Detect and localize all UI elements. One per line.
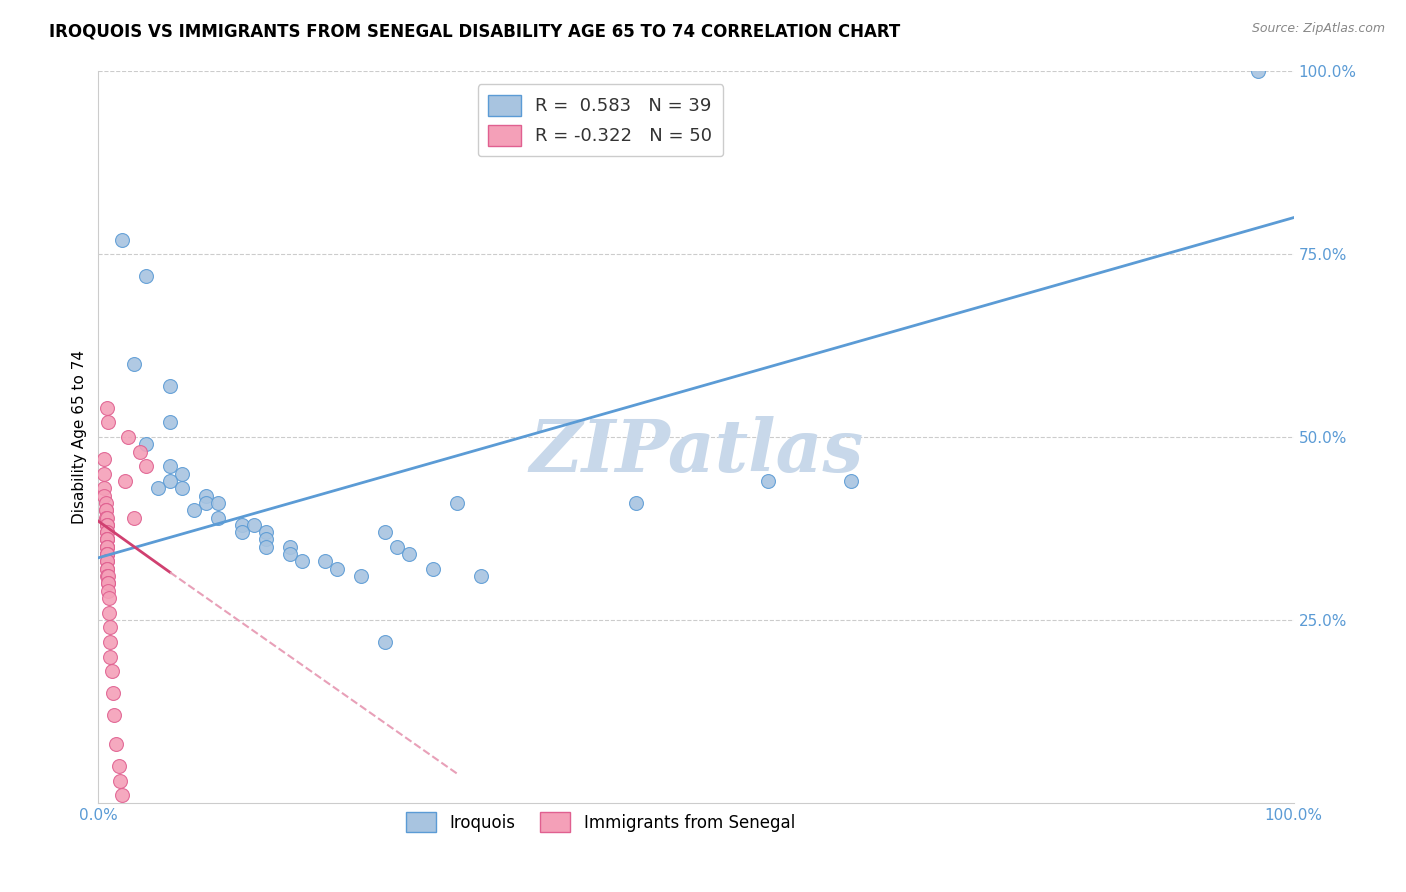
Point: [96, 547, 118, 561]
Point: [117, 430, 139, 444]
Point: [231, 525, 253, 540]
Point: [1247, 64, 1270, 78]
Point: [422, 562, 444, 576]
Point: [96, 517, 118, 532]
Point: [398, 547, 420, 561]
Point: [278, 547, 301, 561]
Point: [326, 562, 349, 576]
Point: [159, 416, 181, 430]
Point: [207, 496, 229, 510]
Point: [254, 525, 277, 540]
Point: [98, 635, 122, 649]
Point: [94, 510, 117, 524]
Point: [207, 510, 229, 524]
Point: [291, 554, 314, 568]
Point: [124, 357, 146, 371]
Point: [96, 540, 118, 554]
Point: [97, 576, 120, 591]
Point: [96, 533, 118, 547]
Point: [96, 540, 118, 554]
Point: [470, 569, 492, 583]
Point: [278, 540, 301, 554]
Point: [183, 503, 205, 517]
Point: [159, 459, 181, 474]
Y-axis label: Disability Age 65 to 74: Disability Age 65 to 74: [72, 350, 87, 524]
Point: [96, 562, 118, 576]
Point: [124, 510, 146, 524]
Point: [101, 686, 124, 700]
Point: [135, 269, 157, 284]
Point: [97, 583, 120, 598]
Point: [114, 474, 136, 488]
Point: [96, 569, 118, 583]
Point: [103, 708, 125, 723]
Point: [254, 533, 277, 547]
Point: [96, 517, 118, 532]
Point: [96, 547, 118, 561]
Point: [159, 379, 181, 393]
Point: [135, 459, 157, 474]
Point: [98, 606, 121, 620]
Point: [98, 649, 122, 664]
Point: [96, 401, 118, 415]
Point: [94, 496, 117, 510]
Point: [111, 233, 134, 247]
Point: [96, 554, 118, 568]
Point: [129, 444, 152, 458]
Point: [374, 525, 396, 540]
Point: [446, 496, 468, 510]
Legend: Iroquois, Immigrants from Senegal: Iroquois, Immigrants from Senegal: [399, 805, 801, 838]
Point: [96, 547, 118, 561]
Point: [98, 591, 121, 605]
Point: [97, 576, 120, 591]
Point: [105, 737, 128, 751]
Point: [96, 533, 118, 547]
Point: [96, 525, 118, 540]
Point: [96, 525, 118, 540]
Point: [756, 474, 779, 488]
Point: [93, 489, 115, 503]
Point: [159, 474, 181, 488]
Point: [626, 496, 648, 510]
Point: [254, 540, 277, 554]
Point: [148, 481, 170, 495]
Point: [108, 773, 131, 788]
Point: [135, 437, 157, 451]
Point: [96, 510, 118, 524]
Point: [315, 554, 337, 568]
Point: [97, 416, 120, 430]
Point: [195, 489, 218, 503]
Point: [94, 503, 117, 517]
Point: [231, 517, 253, 532]
Point: [94, 503, 117, 517]
Point: [93, 452, 115, 467]
Point: [195, 496, 218, 510]
Text: ZIPatlas: ZIPatlas: [529, 417, 863, 487]
Point: [107, 759, 129, 773]
Point: [172, 467, 194, 481]
Point: [385, 540, 409, 554]
Point: [243, 517, 266, 532]
Text: Source: ZipAtlas.com: Source: ZipAtlas.com: [1251, 22, 1385, 36]
Text: IROQUOIS VS IMMIGRANTS FROM SENEGAL DISABILITY AGE 65 TO 74 CORRELATION CHART: IROQUOIS VS IMMIGRANTS FROM SENEGAL DISA…: [49, 22, 900, 40]
Point: [98, 620, 122, 634]
Point: [93, 467, 115, 481]
Point: [111, 789, 134, 803]
Point: [96, 533, 118, 547]
Point: [96, 562, 118, 576]
Point: [93, 481, 115, 495]
Point: [96, 554, 118, 568]
Point: [350, 569, 373, 583]
Point: [374, 635, 396, 649]
Point: [172, 481, 194, 495]
Point: [100, 664, 122, 678]
Point: [97, 569, 120, 583]
Point: [96, 540, 118, 554]
Point: [841, 474, 863, 488]
